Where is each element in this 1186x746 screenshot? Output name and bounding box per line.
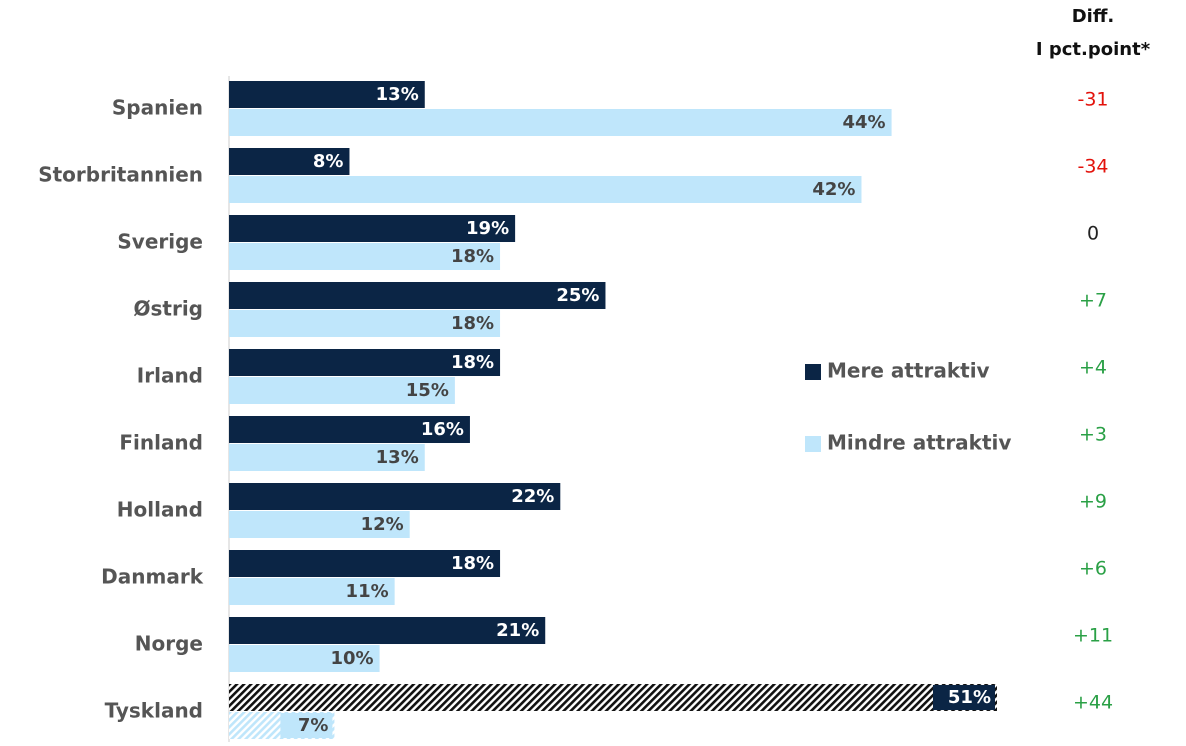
value-label: 11% <box>346 581 389 602</box>
bar <box>229 349 501 376</box>
diff-value: +44 <box>1073 692 1113 714</box>
bar <box>229 310 501 337</box>
value-label: 16% <box>421 419 464 440</box>
diff-value: -34 <box>1077 156 1108 178</box>
label-box <box>280 713 333 738</box>
value-label: 22% <box>511 486 554 507</box>
category-label: Finland <box>119 431 203 455</box>
value-label: 18% <box>451 352 494 373</box>
legend-label: Mindre attraktiv <box>827 431 1011 455</box>
value-label: 51% <box>948 687 991 708</box>
value-label: 12% <box>361 514 404 535</box>
bar <box>229 645 380 672</box>
value-label: 18% <box>451 553 494 574</box>
value-label: 15% <box>406 380 449 401</box>
value-label: 18% <box>451 246 494 267</box>
legend-label: Mere attraktiv <box>827 359 990 383</box>
label-box <box>933 685 995 710</box>
diff-value: +4 <box>1079 357 1107 379</box>
diff-header: I pct.point* <box>1036 39 1151 60</box>
value-label: 18% <box>451 313 494 334</box>
bar <box>229 148 350 175</box>
diff-value: +6 <box>1079 558 1107 580</box>
bar <box>229 416 470 443</box>
value-label: 25% <box>556 285 599 306</box>
category-label: Sverige <box>117 230 203 254</box>
bar <box>229 109 892 136</box>
category-label: Østrig <box>133 297 203 321</box>
bar <box>229 550 501 577</box>
bar <box>229 483 561 510</box>
legend-swatch <box>805 436 821 452</box>
bar <box>229 578 395 605</box>
diff-value: -31 <box>1077 89 1108 111</box>
bar <box>229 176 862 203</box>
category-label: Tyskland <box>105 699 203 723</box>
value-label: 44% <box>842 112 885 133</box>
value-label: 8% <box>313 151 344 172</box>
bar <box>229 377 455 404</box>
category-label: Storbritannien <box>38 163 203 187</box>
diff-header: Diff. <box>1072 6 1115 27</box>
category-label: Danmark <box>101 565 204 589</box>
value-label: 7% <box>298 715 329 736</box>
bar <box>229 282 606 309</box>
category-label: Irland <box>137 364 203 388</box>
diff-value: +7 <box>1079 290 1107 312</box>
bar <box>229 617 546 644</box>
diff-value: +3 <box>1079 424 1107 446</box>
bar <box>229 444 425 471</box>
value-label: 13% <box>376 84 419 105</box>
bar <box>229 81 425 108</box>
value-label: 42% <box>812 179 855 200</box>
diff-value: 0 <box>1087 223 1099 245</box>
legend-swatch <box>805 364 821 380</box>
bar <box>229 511 410 538</box>
diff-value: +9 <box>1079 491 1107 513</box>
category-label: Norge <box>135 632 203 656</box>
category-label: Spanien <box>112 96 203 120</box>
diff-value: +11 <box>1073 625 1113 647</box>
value-label: 10% <box>330 648 373 669</box>
bar <box>229 684 997 711</box>
value-label: 13% <box>376 447 419 468</box>
category-label: Holland <box>117 498 203 522</box>
bar <box>229 215 516 242</box>
bar <box>229 243 501 270</box>
value-label: 19% <box>466 218 509 239</box>
value-label: 21% <box>496 620 539 641</box>
